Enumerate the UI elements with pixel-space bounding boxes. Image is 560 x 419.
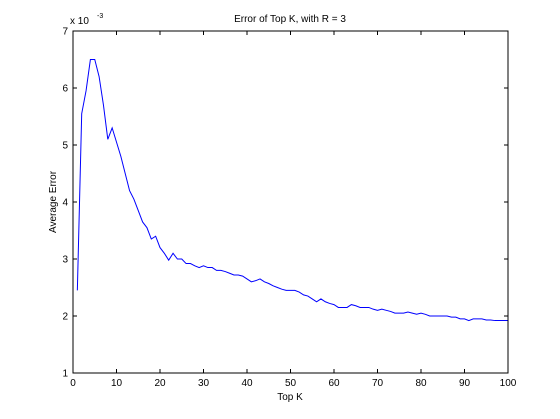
x-axis-label: Top K (277, 392, 303, 403)
x-tick-label: 10 (111, 378, 123, 389)
y-tick-label: 6 (62, 84, 68, 95)
y-multiplier: x 10 (70, 16, 89, 27)
y-tick-label: 2 (62, 312, 68, 323)
series-line (76, 59, 508, 322)
y-axis-label: Average Error (48, 170, 59, 233)
y-tick-label: 7 (62, 27, 68, 38)
x-tick-label: 90 (459, 378, 471, 389)
chart-title: Error of Top K, with R = 3 (234, 14, 346, 25)
y-exponent: -3 (97, 13, 103, 20)
plot-frame (72, 30, 509, 374)
y-tick-label: 3 (62, 255, 68, 266)
x-tick-label: 70 (372, 378, 384, 389)
y-tick-label: 5 (62, 141, 68, 152)
x-tick-label: 0 (70, 378, 76, 389)
x-tick-label: 50 (285, 378, 297, 389)
x-tick-label: 80 (415, 378, 427, 389)
tick-labels: 0 10 20 30 40 50 60 70 80 90 100 1 2 3 4 5 6 7 (62, 27, 516, 390)
y-tick-label: 4 (62, 198, 68, 209)
x-tick-label: 20 (154, 378, 166, 389)
y-tick-label: 1 (62, 369, 68, 380)
x-tick-label: 60 (328, 378, 340, 389)
plot-background (73, 31, 508, 373)
x-tick-label: 40 (241, 378, 253, 389)
x-tick-label: 30 (198, 378, 210, 389)
x-tick-label: 100 (500, 378, 517, 389)
